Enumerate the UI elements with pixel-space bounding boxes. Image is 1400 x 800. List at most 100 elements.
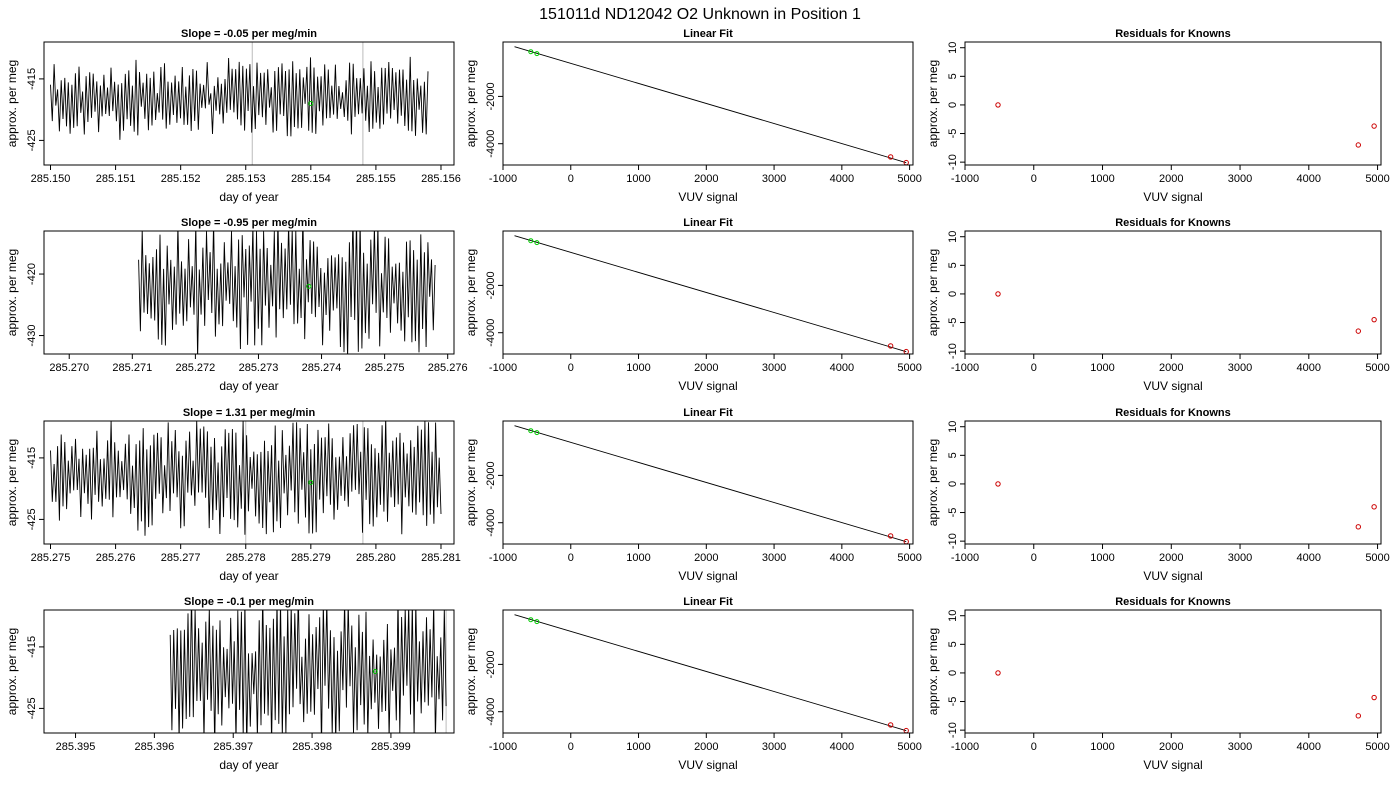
x-tick-label: 3000 [762, 552, 786, 564]
y-axis-label: approx. per meg [926, 249, 940, 336]
panel-2-2: Linear Fit -1000 0 1000 2000 3000 4000 5000 -200… [464, 217, 922, 393]
y-tick-label: -10 [947, 343, 959, 359]
x-tick-label: -1000 [951, 173, 979, 185]
x-tick-label: 5000 [897, 362, 921, 374]
y-tick-label: -4000 [485, 509, 497, 537]
x-tick-label: 0 [568, 173, 574, 185]
known-point [1355, 328, 1362, 334]
x-tick-label: 4000 [1297, 362, 1321, 374]
x-tick-label: 2000 [694, 173, 718, 185]
y-tick-label: 0 [947, 102, 959, 108]
x-tick-label: 2000 [694, 552, 718, 564]
panel-2-3: Residuals for Knowns -1000 0 1000 2000 3000 40… [926, 217, 1390, 393]
x-tick-label: 285.151 [96, 173, 136, 185]
known-point [1371, 694, 1377, 701]
panel-4-2: Linear Fit -1000 0 1000 2000 3000 4000 5000 -200… [464, 596, 922, 772]
x-tick-label: 4000 [1297, 741, 1321, 753]
y-tick-label: -5 [947, 318, 959, 328]
x-tick-label: 285.276 [96, 552, 136, 564]
unknown-point [528, 428, 534, 434]
x-axis-label: VUV signal [678, 569, 737, 583]
y-tick-label: 5 [947, 452, 959, 458]
y-tick-label: -4000 [485, 698, 497, 726]
x-tick-label: 4000 [1297, 552, 1321, 564]
plot-frame [43, 609, 455, 734]
panel-1-2: Linear Fit -1000 0 1000 2000 3000 4000 5000 -200… [464, 28, 922, 204]
y-axis-label: approx. per meg [464, 439, 478, 526]
x-tick-label: 285.155 [356, 173, 396, 185]
x-tick-label: 4000 [830, 552, 854, 564]
x-tick-label: 285.280 [356, 552, 396, 564]
x-axis-label: VUV signal [1143, 190, 1202, 204]
unknown-marker [308, 480, 314, 485]
x-tick-label: 285.281 [421, 552, 461, 564]
y-tick-label: -430 [26, 325, 38, 347]
x-tick-label: -1000 [951, 741, 979, 753]
x-tick-label: 285.270 [49, 362, 89, 374]
unknown-point [534, 51, 540, 57]
panel-2-1: Slope = -0.95 per meg/min 285.270 285.271 2… [5, 217, 468, 393]
x-tick-label: 285.279 [291, 552, 331, 564]
plot-area [50, 42, 429, 165]
unknown-marker [308, 101, 314, 106]
y-tick-label: -2000 [485, 461, 497, 489]
known-point [995, 481, 1001, 487]
x-tick-label: -1000 [951, 362, 979, 374]
y-tick-label: 10 [947, 42, 959, 54]
known-point [995, 291, 1001, 297]
y-tick-label: 10 [947, 421, 959, 433]
x-tick-label: 0 [568, 552, 574, 564]
signal-trace [50, 421, 442, 536]
x-tick-label: 285.395 [56, 741, 96, 753]
plot-frame [43, 230, 455, 355]
fit-line [514, 46, 907, 164]
plot-area [138, 231, 436, 354]
y-tick-label: 5 [947, 73, 959, 79]
y-axis-label: approx. per meg [926, 628, 940, 715]
signal-trace [50, 56, 429, 140]
y-tick-label: 10 [947, 610, 959, 622]
y-tick-label: -2000 [485, 271, 497, 299]
y-tick-label: -4000 [485, 130, 497, 158]
x-tick-label: -1000 [489, 552, 517, 564]
y-tick-label: 0 [947, 670, 959, 676]
x-tick-label: 285.273 [239, 362, 279, 374]
known-point [1355, 713, 1362, 719]
known-point [1371, 316, 1377, 323]
x-tick-label: 285.397 [213, 741, 253, 753]
x-tick-label: 285.272 [176, 362, 216, 374]
x-tick-label: 1000 [626, 362, 650, 374]
x-axis-label: VUV signal [678, 190, 737, 204]
y-tick-label: -10 [947, 722, 959, 738]
x-tick-label: 3000 [1228, 741, 1252, 753]
y-tick-label: 5 [947, 262, 959, 268]
x-tick-label: 2000 [1159, 741, 1183, 753]
x-axis-label: VUV signal [678, 379, 737, 393]
plot-area [514, 235, 909, 354]
x-tick-label: 285.271 [112, 362, 152, 374]
plot-area [995, 481, 1377, 530]
x-tick-label: 5000 [1365, 173, 1389, 185]
x-tick-label: 3000 [1228, 552, 1252, 564]
panel-title: Residuals for Knowns [1115, 407, 1231, 419]
x-tick-label: 2000 [694, 741, 718, 753]
x-tick-label: 2000 [694, 362, 718, 374]
y-axis-label: approx. per meg [5, 60, 19, 147]
y-axis-label: approx. per meg [464, 60, 478, 147]
y-axis-label: approx. per meg [464, 628, 478, 715]
x-tick-label: 2000 [1159, 552, 1183, 564]
y-tick-label: 10 [947, 231, 959, 243]
y-axis-label: approx. per meg [5, 439, 19, 526]
x-axis-label: day of year [219, 379, 278, 393]
y-tick-label: -5 [947, 508, 959, 518]
y-tick-label: -415 [26, 68, 38, 90]
x-tick-label: 5000 [897, 552, 921, 564]
fit-line [514, 614, 907, 732]
y-tick-label: -5 [947, 697, 959, 707]
x-axis-label: day of year [219, 190, 278, 204]
x-tick-label: 1000 [1090, 552, 1114, 564]
panel-3-3: Residuals for Knowns -1000 0 1000 2000 3000 40… [926, 407, 1390, 583]
fit-line [514, 425, 907, 543]
panel-4-3: Residuals for Knowns -1000 0 1000 2000 3000 40… [926, 596, 1390, 772]
panel-3-2: Linear Fit -1000 0 1000 2000 3000 4000 5000 -200… [464, 407, 922, 583]
